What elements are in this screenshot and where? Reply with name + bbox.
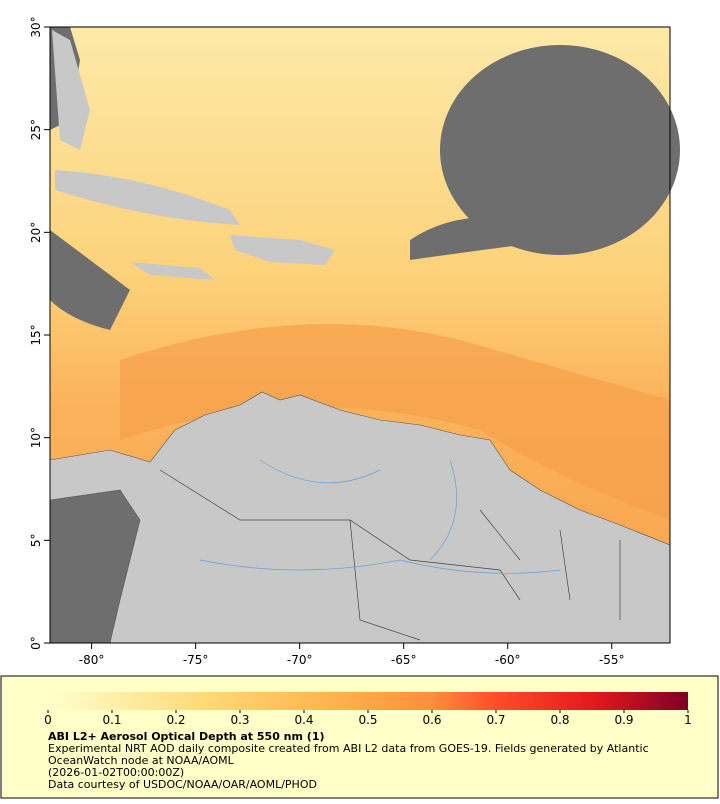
colorbar-tick-label: 0.6 — [422, 713, 441, 727]
aod-high-band — [120, 324, 670, 520]
caption: ABI L2+ Aerosol Optical Depth at 550 nm … — [48, 731, 688, 791]
colorbar-tick-label: 0.1 — [102, 713, 121, 727]
x-tick-label: -55° — [599, 653, 625, 667]
land — [130, 262, 215, 280]
land — [55, 170, 240, 225]
cloud-mask — [50, 230, 130, 330]
colorbar-tick-label: 0.5 — [358, 713, 377, 727]
y-tick-label: 15° — [29, 324, 43, 345]
cloud-mask — [410, 140, 665, 260]
y-tick-label: 0° — [29, 636, 43, 650]
colorbar-tick-label: 0.8 — [550, 713, 569, 727]
y-tick-label: 5° — [29, 534, 43, 548]
rivers — [199, 459, 561, 574]
colorbar-tick-label: 0.4 — [294, 713, 313, 727]
y-tick-label: 10° — [29, 427, 43, 448]
caption-description: Experimental NRT AOD daily composite cre… — [48, 742, 649, 767]
x-tick-label: -70° — [287, 653, 313, 667]
cloud-mask — [50, 490, 140, 643]
colorbar-tick-label: 0.3 — [230, 713, 249, 727]
caption-timestamp: (2026-01-02T00:00:00Z) — [48, 766, 185, 779]
caption-credit: Data courtesy of USDOC/NOAA/OAR/AOML/PHO… — [48, 778, 317, 791]
caption-title: ABI L2+ Aerosol Optical Depth at 550 nm … — [48, 730, 325, 743]
x-tick-label: -65° — [391, 653, 417, 667]
land — [52, 30, 90, 150]
colorbar-tick-label: 0 — [44, 713, 52, 727]
colorbar-tick-label: 0.9 — [614, 713, 633, 727]
colorbar-tick-label: 1 — [684, 713, 692, 727]
cloud-mask — [440, 45, 680, 255]
y-tick-label: 30° — [29, 16, 43, 37]
colorbar-tick-label: 0.2 — [166, 713, 185, 727]
borders — [159, 469, 621, 641]
land — [49, 391, 671, 644]
colorbar — [48, 692, 688, 710]
land — [230, 235, 335, 265]
colorbar-tick-label: 0.7 — [486, 713, 505, 727]
y-tick-label: 20° — [29, 222, 43, 243]
y-tick-label: 25° — [29, 119, 43, 140]
x-tick-label: -75° — [183, 653, 209, 667]
x-tick-label: -60° — [495, 653, 521, 667]
x-tick-label: -80° — [79, 653, 105, 667]
